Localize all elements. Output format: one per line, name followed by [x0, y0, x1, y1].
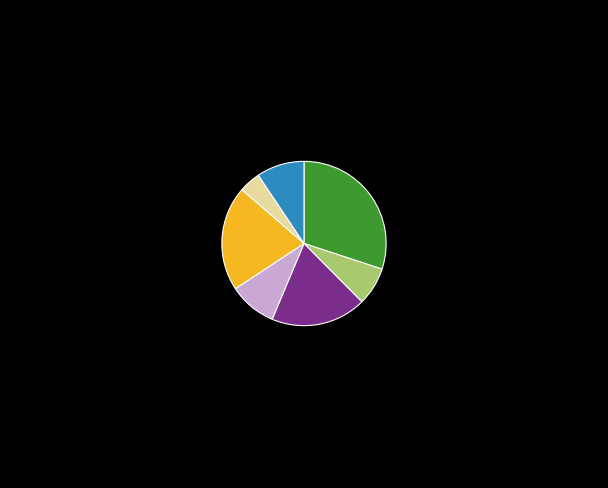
Wedge shape	[304, 244, 382, 302]
Wedge shape	[242, 176, 304, 244]
Wedge shape	[272, 244, 362, 326]
Wedge shape	[222, 190, 304, 289]
Wedge shape	[304, 162, 386, 269]
Wedge shape	[258, 162, 304, 244]
Wedge shape	[235, 244, 304, 320]
